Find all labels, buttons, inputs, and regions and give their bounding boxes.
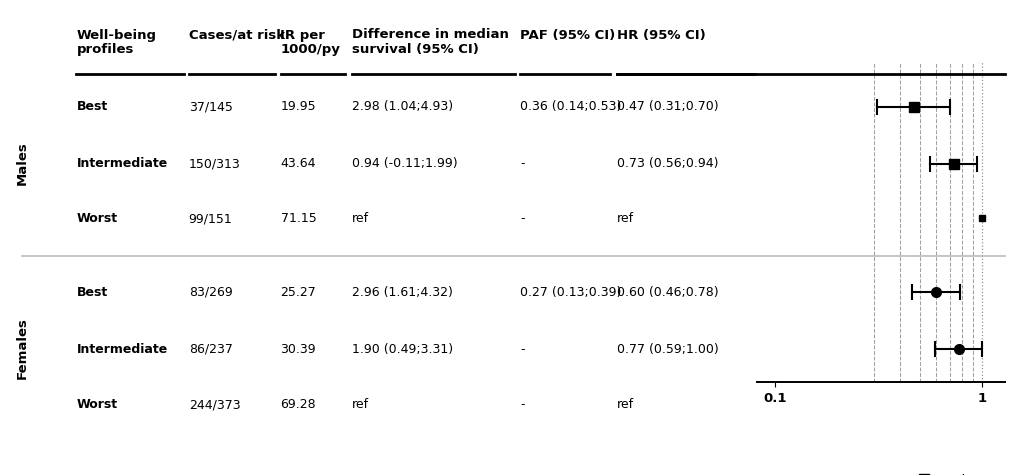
Text: 0.94 (-0.11;1.99): 0.94 (-0.11;1.99) xyxy=(352,157,458,171)
Text: 150/313: 150/313 xyxy=(189,157,240,171)
Text: 0.27 (0.13;0.39): 0.27 (0.13;0.39) xyxy=(520,285,621,299)
Text: 2.96 (1.61;4.32): 2.96 (1.61;4.32) xyxy=(352,285,452,299)
Text: Worst: Worst xyxy=(76,212,117,225)
Text: Intermediate: Intermediate xyxy=(76,342,167,356)
Text: Cases/at risk: Cases/at risk xyxy=(189,28,284,41)
Text: 0.47 (0.31;0.70): 0.47 (0.31;0.70) xyxy=(616,100,718,114)
Text: Females: Females xyxy=(16,317,29,380)
Text: 30.39: 30.39 xyxy=(280,342,316,356)
Text: 99/151: 99/151 xyxy=(189,212,232,225)
Text: Best: Best xyxy=(76,100,108,114)
Text: 244/373: 244/373 xyxy=(189,398,240,411)
Text: 19.95: 19.95 xyxy=(280,100,316,114)
Text: Well-being
profiles: Well-being profiles xyxy=(76,28,156,57)
Text: -: - xyxy=(520,157,524,171)
Text: Difference in median
survival (95% CI): Difference in median survival (95% CI) xyxy=(352,28,508,57)
Text: PAF (95% CI): PAF (95% CI) xyxy=(520,28,614,41)
Text: ref: ref xyxy=(616,398,634,411)
Text: -: - xyxy=(520,212,524,225)
Text: Worst: Worst xyxy=(76,398,117,411)
Text: -: - xyxy=(520,398,524,411)
Text: 69.28: 69.28 xyxy=(280,398,316,411)
Text: HR (95% CI): HR (95% CI) xyxy=(616,28,705,41)
Text: 0.60 (0.46;0.78): 0.60 (0.46;0.78) xyxy=(616,285,718,299)
Text: ref: ref xyxy=(352,212,369,225)
Text: Intermediate: Intermediate xyxy=(76,157,167,171)
Text: 86/237: 86/237 xyxy=(189,342,232,356)
Text: 83/269: 83/269 xyxy=(189,285,232,299)
Text: 0.73 (0.56;0.94): 0.73 (0.56;0.94) xyxy=(616,157,718,171)
Text: 1.90 (0.49;3.31): 1.90 (0.49;3.31) xyxy=(352,342,452,356)
Text: 0.36 (0.14;0.53): 0.36 (0.14;0.53) xyxy=(520,100,621,114)
Text: Best: Best xyxy=(76,285,108,299)
Text: Males: Males xyxy=(16,141,29,185)
Text: 43.64: 43.64 xyxy=(280,157,316,171)
Text: 71.15: 71.15 xyxy=(280,212,316,225)
Text: 2.98 (1.04;4.93): 2.98 (1.04;4.93) xyxy=(352,100,452,114)
Legend: Males, Females: Males, Females xyxy=(905,469,1002,475)
Text: ref: ref xyxy=(352,398,369,411)
Text: 37/145: 37/145 xyxy=(189,100,232,114)
Text: IR per
1000/py: IR per 1000/py xyxy=(280,28,340,57)
Text: -: - xyxy=(520,342,524,356)
Text: 25.27: 25.27 xyxy=(280,285,316,299)
Text: ref: ref xyxy=(616,212,634,225)
Text: 0.77 (0.59;1.00): 0.77 (0.59;1.00) xyxy=(616,342,718,356)
